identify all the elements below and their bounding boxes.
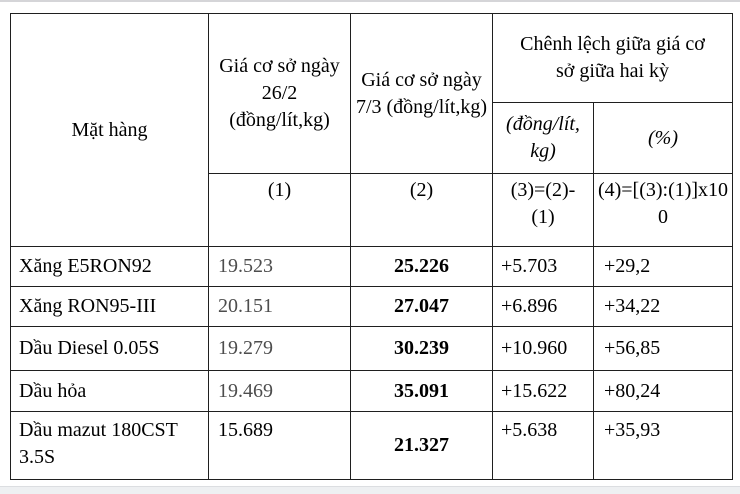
cell-pct: +56,85 bbox=[593, 326, 733, 371]
table-row: Dầu mazut 180CST 3.5S 15.689 21.327 +5.6… bbox=[10, 411, 733, 480]
cell-price-26-2: 19.279 bbox=[208, 326, 351, 371]
index-cell-4: (4)=[(3):(1)]x10 0 bbox=[593, 173, 733, 247]
cell-diff: +10.960 bbox=[492, 326, 594, 371]
index-line: (3)=(2)- bbox=[510, 179, 576, 201]
col-header-diff-pct: (%) bbox=[593, 102, 733, 174]
header-line: kg) bbox=[530, 140, 556, 162]
page-bottom-strip bbox=[0, 486, 740, 494]
header-line: Giá cơ sở ngày bbox=[219, 55, 340, 77]
cell-product: Xăng RON95-III bbox=[10, 286, 209, 327]
cell-price-7-3: 25.226 bbox=[350, 246, 493, 287]
fuel-price-table: Mặt hàng Giá cơ sở ngày 26/2 (đồng/lít,k… bbox=[10, 13, 733, 480]
cell-diff: +6.896 bbox=[492, 286, 594, 327]
cell-price-26-2: 15.689 bbox=[208, 411, 351, 480]
index-cell-1: (1) bbox=[208, 173, 351, 247]
header-row-1: Mặt hàng Giá cơ sở ngày 26/2 (đồng/lít,k… bbox=[10, 13, 733, 247]
cell-pct: +35,93 bbox=[593, 411, 733, 480]
col-header-price-7-3: Giá cơ sở ngày 7/3 (đồng/lít,kg) bbox=[350, 13, 493, 174]
header-line: (đồng/lít, bbox=[506, 113, 580, 135]
cell-diff: +15.622 bbox=[492, 370, 594, 412]
table-row: Dầu hỏa 19.469 35.091 +15.622 +80,24 bbox=[10, 370, 733, 412]
index-line: (4)=[(3):(1)]x10 bbox=[597, 179, 729, 201]
cell-product: Dầu Diesel 0.05S bbox=[10, 326, 209, 371]
cell-price-7-3: 30.239 bbox=[350, 326, 493, 371]
cell-price-26-2: 19.523 bbox=[208, 246, 351, 287]
cell-pct: +80,24 bbox=[593, 370, 733, 412]
cell-product: Xăng E5RON92 bbox=[10, 246, 209, 287]
col-header-price-26-2: Giá cơ sở ngày 26/2 (đồng/lít,kg) bbox=[208, 13, 351, 174]
header-line: Giá cơ sở ngày bbox=[361, 68, 482, 91]
table-row: Dầu Diesel 0.05S 19.279 30.239 +10.960 +… bbox=[10, 326, 733, 371]
cell-product: Dầu mazut 180CST 3.5S bbox=[10, 411, 209, 480]
table-row: Xăng E5RON92 19.523 25.226 +5.703 +29,2 bbox=[10, 246, 733, 287]
col-header-product: Mặt hàng bbox=[10, 13, 209, 247]
cell-product: Dầu hỏa bbox=[10, 370, 209, 412]
index-cell-3: (3)=(2)- (1) bbox=[492, 173, 594, 247]
screenshot-top-edge bbox=[0, 0, 740, 2]
header-line: (đồng/lít,kg) bbox=[229, 109, 330, 131]
cell-price-7-3: 21.327 bbox=[350, 411, 493, 480]
cell-pct: +34,22 bbox=[593, 286, 733, 327]
cell-pct: +29,2 bbox=[593, 246, 733, 287]
index-line: 0 bbox=[658, 206, 668, 228]
cell-diff: +5.638 bbox=[492, 411, 594, 480]
col-header-diff-abs: (đồng/lít, kg) bbox=[492, 102, 594, 174]
cell-price-7-3: 35.091 bbox=[350, 370, 493, 412]
header-line: Mặt hàng bbox=[71, 118, 148, 141]
cell-price-26-2: 20.151 bbox=[208, 286, 351, 327]
index-row: (1) (2) (3)=(2)- (1) (4)=[(3):(1)]x10 0 bbox=[11, 173, 733, 247]
header-line: (%) bbox=[648, 126, 678, 149]
table-row: Xăng RON95-III 20.151 27.047 +6.896 +34,… bbox=[10, 286, 733, 327]
cell-price-7-3: 27.047 bbox=[350, 286, 493, 327]
index-cell-2: (2) bbox=[350, 173, 493, 247]
col-header-diff-group: Chênh lệch giữa giá cơ sở giữa hai kỳ bbox=[492, 13, 733, 103]
header-line: Chênh lệch giữa giá cơ bbox=[520, 33, 705, 55]
index-line: (1) bbox=[531, 206, 555, 228]
cell-diff: +5.703 bbox=[492, 246, 594, 287]
header-line: 26/2 bbox=[261, 82, 298, 104]
cell-price-26-2: 19.469 bbox=[208, 370, 351, 412]
header-line: 7/3 (đồng/lít,kg) bbox=[355, 95, 488, 118]
header-row-2: (đồng/lít, kg) (%) bbox=[11, 102, 733, 174]
header-line: sở giữa hai kỳ bbox=[555, 60, 670, 82]
